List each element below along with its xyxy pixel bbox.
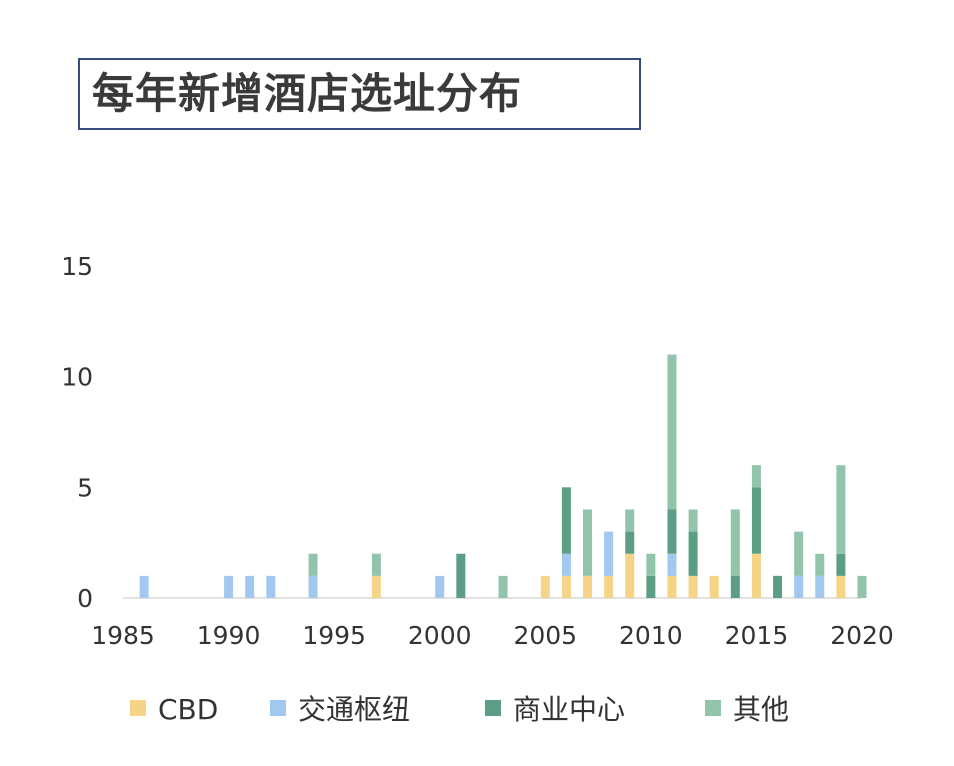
x-tick-label: 2010	[619, 621, 683, 650]
legend-label: 商业中心	[513, 693, 625, 726]
bar-segment	[815, 575, 825, 598]
y-tick-label: 5	[77, 473, 93, 502]
bar-segment	[583, 575, 593, 598]
bar-segment	[139, 575, 149, 598]
bar-segment	[688, 575, 698, 598]
bar-segment	[815, 553, 825, 576]
x-tick-label: 1985	[91, 621, 155, 650]
y-tick-label: 15	[61, 252, 93, 281]
legend-label: CBD	[158, 693, 218, 726]
bar-segment	[308, 575, 318, 598]
bar-segment	[583, 509, 593, 576]
x-tick-label: 1990	[197, 621, 261, 650]
bar-segment	[604, 575, 614, 598]
bar-segment	[245, 575, 255, 598]
bar-segment	[266, 575, 276, 598]
bar-segment	[667, 553, 677, 576]
bar-segment	[540, 575, 550, 598]
bar-segment	[604, 531, 614, 576]
bar-segment	[308, 553, 318, 576]
y-tick-label: 0	[77, 584, 93, 613]
bar-segment	[456, 553, 466, 598]
bar-segment	[730, 575, 740, 598]
bar-segment	[667, 354, 677, 510]
bar-segment	[498, 575, 508, 598]
bar-segment	[561, 575, 571, 598]
bar-segment	[667, 509, 677, 554]
bar-segment	[730, 509, 740, 576]
bar-segment	[794, 531, 804, 576]
legend-swatch	[485, 700, 501, 716]
bar-segment	[688, 531, 698, 576]
x-tick-label: 2020	[830, 621, 894, 650]
x-tick-label: 1995	[302, 621, 366, 650]
x-tick-label: 2005	[513, 621, 577, 650]
bar-segment	[857, 575, 867, 598]
bar-segment	[224, 575, 234, 598]
bar-segment	[836, 575, 846, 598]
bar-segment	[667, 575, 677, 598]
bar-segment	[371, 575, 381, 598]
legend-label: 交通枢纽	[298, 693, 410, 726]
legend-label: 其他	[733, 693, 789, 726]
bar-segment	[751, 465, 761, 488]
bar-segment	[751, 553, 761, 598]
bar-segment	[709, 575, 719, 598]
bar-segment	[625, 553, 635, 598]
bar-segment	[773, 575, 783, 598]
bar-segment	[836, 553, 846, 576]
chart-title: 每年新增酒店选址分布	[78, 58, 641, 130]
bar-segment	[561, 553, 571, 576]
y-tick-label: 10	[61, 363, 93, 392]
legend-swatch	[705, 700, 721, 716]
bar-segment	[794, 575, 804, 598]
bar-segment	[561, 487, 571, 554]
bar-segment	[625, 531, 635, 554]
x-tick-label: 2015	[725, 621, 789, 650]
bar-segment	[751, 487, 761, 554]
bar-segment	[688, 509, 698, 532]
x-tick-label: 2000	[408, 621, 472, 650]
bar-segment	[435, 575, 445, 598]
bar-segment	[836, 465, 846, 554]
bar-segment	[371, 553, 381, 576]
legend-swatch	[270, 700, 286, 716]
bar-segment	[646, 575, 656, 598]
bar-segment	[625, 509, 635, 532]
bar-segment	[646, 553, 656, 576]
legend-swatch	[130, 700, 146, 716]
